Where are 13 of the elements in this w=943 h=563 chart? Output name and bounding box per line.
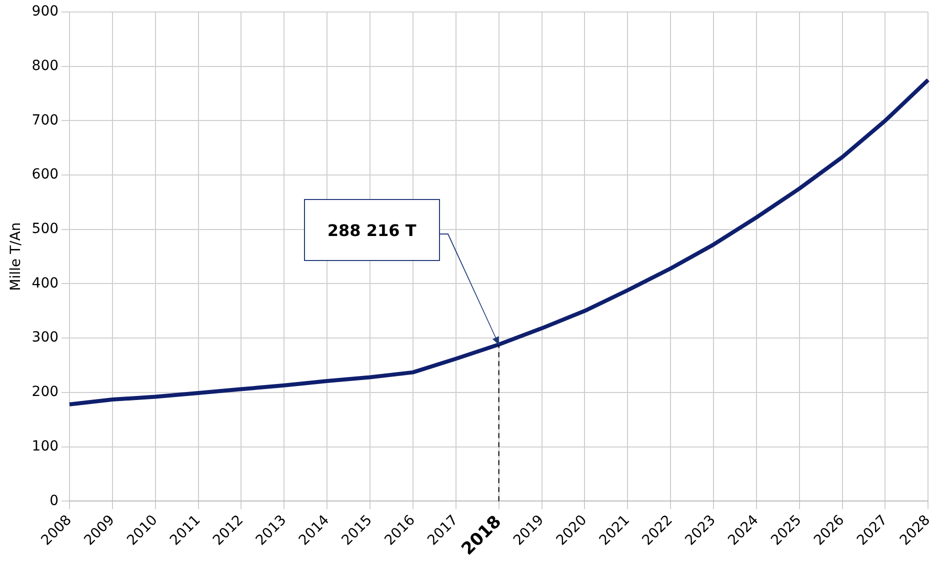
y-tick-label: 900 <box>32 4 59 20</box>
y-tick-label: 800 <box>32 58 59 74</box>
y-tick-label: 500 <box>32 221 59 238</box>
y-tick-label: 0 <box>50 492 59 509</box>
callout-box: 288 216 T <box>304 199 440 262</box>
y-tick-label: 300 <box>32 330 59 346</box>
y-tick-label: 100 <box>32 438 59 454</box>
y-tick-label: 400 <box>32 275 59 292</box>
annotation: 288 216 T <box>327 220 416 240</box>
y-tick-label: 200 <box>32 384 59 400</box>
y-tick-label: 700 <box>32 112 59 128</box>
y-tick-label: 600 <box>32 166 59 183</box>
y-axis-title: Mille T/An <box>8 222 24 291</box>
